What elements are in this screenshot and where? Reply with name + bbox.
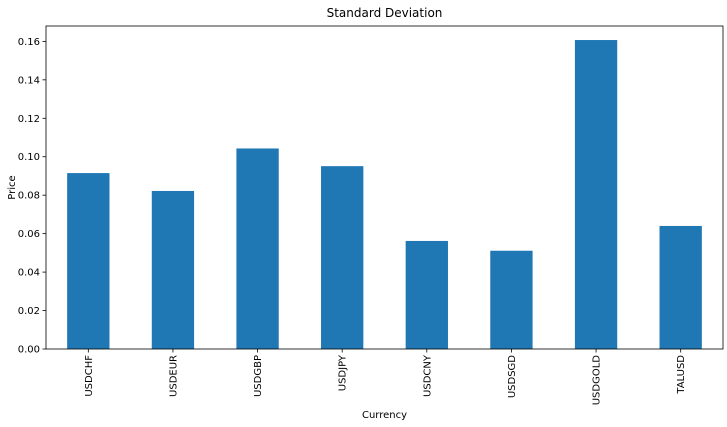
x-tick-label-usdcny: USDCNY	[422, 354, 433, 397]
y-tick-label: 0.06	[18, 229, 40, 240]
y-axis-label: Price	[7, 175, 18, 199]
bar-talusd	[659, 225, 702, 349]
chart-title: Standard Deviation	[327, 6, 443, 20]
y-tick-label: 0.16	[18, 37, 40, 48]
x-tick-label-usdjpy: USDJPY	[338, 354, 349, 391]
y-tick-label: 0.10	[18, 152, 40, 163]
y-axis-ticks: 0.00 0.02 0.04 0.06 0.08 0.10 0.12 0.14 0.16	[18, 37, 46, 356]
x-tick-label-usdeur: USDEUR	[168, 355, 179, 397]
bar-usdcny	[405, 240, 448, 349]
bar-usdjpy	[321, 166, 364, 349]
x-axis-ticks: USDCHF USDEUR USDGBP USDJPY USDCNY USDSGD USDG…	[84, 349, 687, 405]
bar-usdgbp	[236, 148, 279, 349]
bar-usdgold	[574, 40, 618, 349]
x-tick-label-talusd: TALUSD	[676, 355, 687, 395]
y-tick-label: 0.12	[18, 114, 40, 125]
x-axis-label: Currency	[362, 410, 407, 421]
bar-usdchf	[67, 173, 110, 349]
y-tick-label: 0.00	[18, 345, 40, 356]
y-tick-label: 0.14	[18, 75, 40, 86]
x-tick-label-usdgold: USDGOLD	[592, 355, 603, 406]
bars-layer	[67, 40, 702, 349]
bar-usdsgd	[490, 250, 533, 349]
plot-frame	[45, 25, 724, 350]
x-tick-label-usdsgd: USDSGD	[507, 355, 518, 398]
y-tick-label: 0.04	[18, 268, 40, 279]
x-tick-label-usdgbp: USDGBP	[253, 355, 264, 397]
bar-usdeur	[151, 190, 195, 349]
x-tick-label-usdchf: USDCHF	[84, 355, 95, 397]
y-tick-label: 0.02	[18, 306, 40, 317]
y-tick-label: 0.08	[18, 191, 40, 202]
